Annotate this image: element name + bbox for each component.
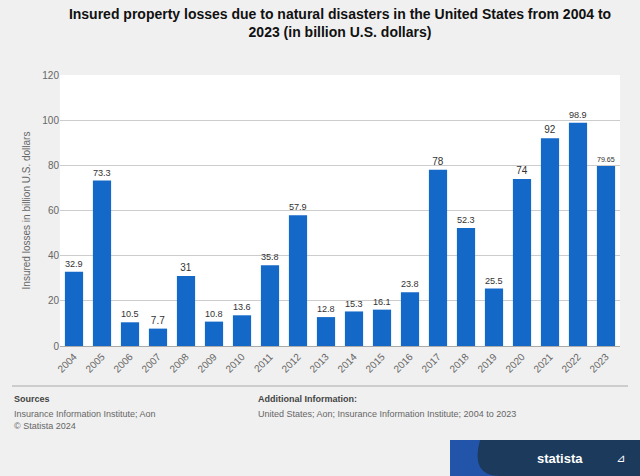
svg-text:2018: 2018 [447,351,471,375]
svg-text:10.8: 10.8 [205,309,223,319]
svg-text:2012: 2012 [279,351,303,375]
svg-text:10.5: 10.5 [121,309,139,319]
svg-text:2019: 2019 [475,351,499,375]
svg-text:23.8: 23.8 [401,279,419,289]
svg-text:73.3: 73.3 [93,168,111,178]
svg-text:80: 80 [48,160,60,171]
svg-text:32.9: 32.9 [65,259,83,269]
svg-text:2022: 2022 [559,351,583,375]
svg-text:⊿: ⊿ [616,452,625,464]
svg-text:60: 60 [48,205,60,216]
svg-text:57.9: 57.9 [289,202,307,212]
svg-text:79.65: 79.65 [597,156,615,164]
svg-text:2021: 2021 [531,351,555,375]
svg-text:98.9: 98.9 [569,110,587,120]
svg-text:2007: 2007 [139,351,163,375]
svg-text:12.8: 12.8 [317,304,335,314]
svg-text:2023: 2023 [587,351,611,375]
svg-text:2017: 2017 [419,351,443,375]
svg-text:15.3: 15.3 [345,299,363,309]
svg-text:2009: 2009 [195,351,219,375]
svg-text:0: 0 [53,341,59,352]
svg-text:40: 40 [48,250,60,261]
svg-text:2005: 2005 [83,351,107,375]
svg-text:2015: 2015 [363,351,387,375]
svg-text:2011: 2011 [252,351,275,374]
svg-text:16.1: 16.1 [373,297,391,307]
svg-text:Insured losses in billion U.S.: Insured losses in billion U.S. dollars [21,132,32,290]
svg-text:78: 78 [432,156,444,167]
svg-text:52.3: 52.3 [457,215,475,225]
svg-text:2004: 2004 [55,351,79,375]
svg-text:2020: 2020 [503,351,527,375]
svg-text:7.7: 7.7 [151,315,165,326]
svg-text:Additional Information:: Additional Information: [258,394,357,404]
svg-text:31: 31 [180,262,192,273]
svg-text:2016: 2016 [391,351,415,375]
svg-text:2008: 2008 [167,351,191,375]
svg-text:United States; Aon; Insurance: United States; Aon; Insurance Informatio… [258,409,516,419]
svg-text:Sources: Sources [14,394,50,404]
svg-text:13.6: 13.6 [233,302,251,312]
svg-text:74: 74 [516,165,528,176]
svg-text:2006: 2006 [111,351,135,375]
svg-text:120: 120 [42,70,59,81]
svg-text:100: 100 [42,115,59,126]
svg-text:2010: 2010 [223,351,247,375]
svg-text:Insurance Information Institut: Insurance Information Institute; Aon© St… [14,409,156,431]
svg-text:92: 92 [544,124,556,135]
svg-text:2013: 2013 [307,351,331,375]
svg-text:35.8: 35.8 [261,252,279,262]
svg-text:20: 20 [48,295,60,306]
svg-text:Insured property losses due to: Insured property losses due to natural d… [69,6,611,40]
svg-text:25.5: 25.5 [485,276,503,286]
svg-text:statista: statista [537,451,583,466]
svg-text:2014: 2014 [335,351,359,375]
